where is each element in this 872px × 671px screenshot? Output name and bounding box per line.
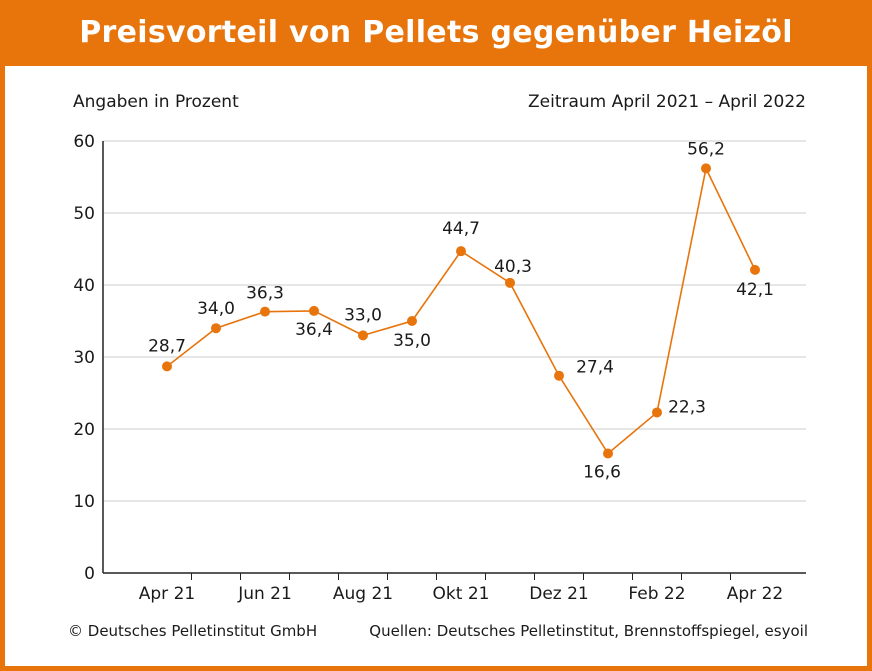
x-tick-label: Apr 21 [139, 584, 195, 604]
data-label: 34,0 [197, 299, 235, 319]
y-tick-label: 30 [73, 348, 95, 368]
x-tick-label: Okt 21 [433, 584, 490, 604]
y-tick-label: 40 [73, 276, 95, 296]
copyright-note: © Deutsches Pelletinstitut GmbH [68, 622, 318, 640]
title-bar: Preisvorteil von Pellets gegenüber Heizö… [0, 0, 872, 66]
data-label: 56,2 [687, 139, 725, 159]
chart-title: Preisvorteil von Pellets gegenüber Heizö… [79, 15, 793, 50]
y-tick-label: 10 [73, 492, 95, 512]
data-label: 28,7 [148, 336, 186, 356]
y-tick-label: 60 [73, 132, 95, 152]
x-tick-label: Jun 21 [237, 584, 292, 604]
data-label: 22,3 [668, 397, 706, 417]
data-point [358, 330, 368, 341]
y-tick-label: 20 [73, 420, 95, 440]
data-point [750, 264, 760, 275]
data-point [554, 370, 564, 381]
data-point [505, 277, 515, 288]
data-point [211, 323, 221, 334]
data-point [701, 163, 711, 174]
data-label: 36,4 [295, 320, 333, 340]
y-tick-label: 50 [73, 204, 95, 224]
x-tick-label: Apr 22 [727, 584, 783, 604]
data-point [309, 305, 319, 316]
data-label: 42,1 [736, 280, 774, 300]
series-line [166, 165, 756, 455]
unit-note: Angaben in Prozent [73, 92, 239, 112]
sources-note: Quellen: Deutsches Pelletinstitut, Brenn… [369, 622, 808, 640]
data-label: 33,0 [344, 305, 382, 325]
y-tick-label: 0 [84, 564, 95, 584]
x-tick-label: Aug 21 [333, 584, 393, 604]
data-point [260, 306, 270, 317]
x-tick-label: Feb 22 [628, 584, 685, 604]
x-tick-label: Dez 21 [529, 584, 589, 604]
data-point [456, 246, 466, 257]
data-label: 27,4 [576, 358, 614, 378]
data-label: 16,6 [583, 462, 621, 482]
data-point [652, 407, 662, 418]
data-point [603, 448, 613, 459]
data-label: 35,0 [393, 331, 431, 351]
period-note: Zeitraum April 2021 – April 2022 [528, 92, 806, 112]
data-label: 40,3 [494, 257, 532, 277]
data-label: 36,3 [246, 284, 284, 304]
data-point [407, 316, 417, 326]
data-point [162, 361, 172, 372]
data-label: 44,7 [442, 219, 480, 239]
